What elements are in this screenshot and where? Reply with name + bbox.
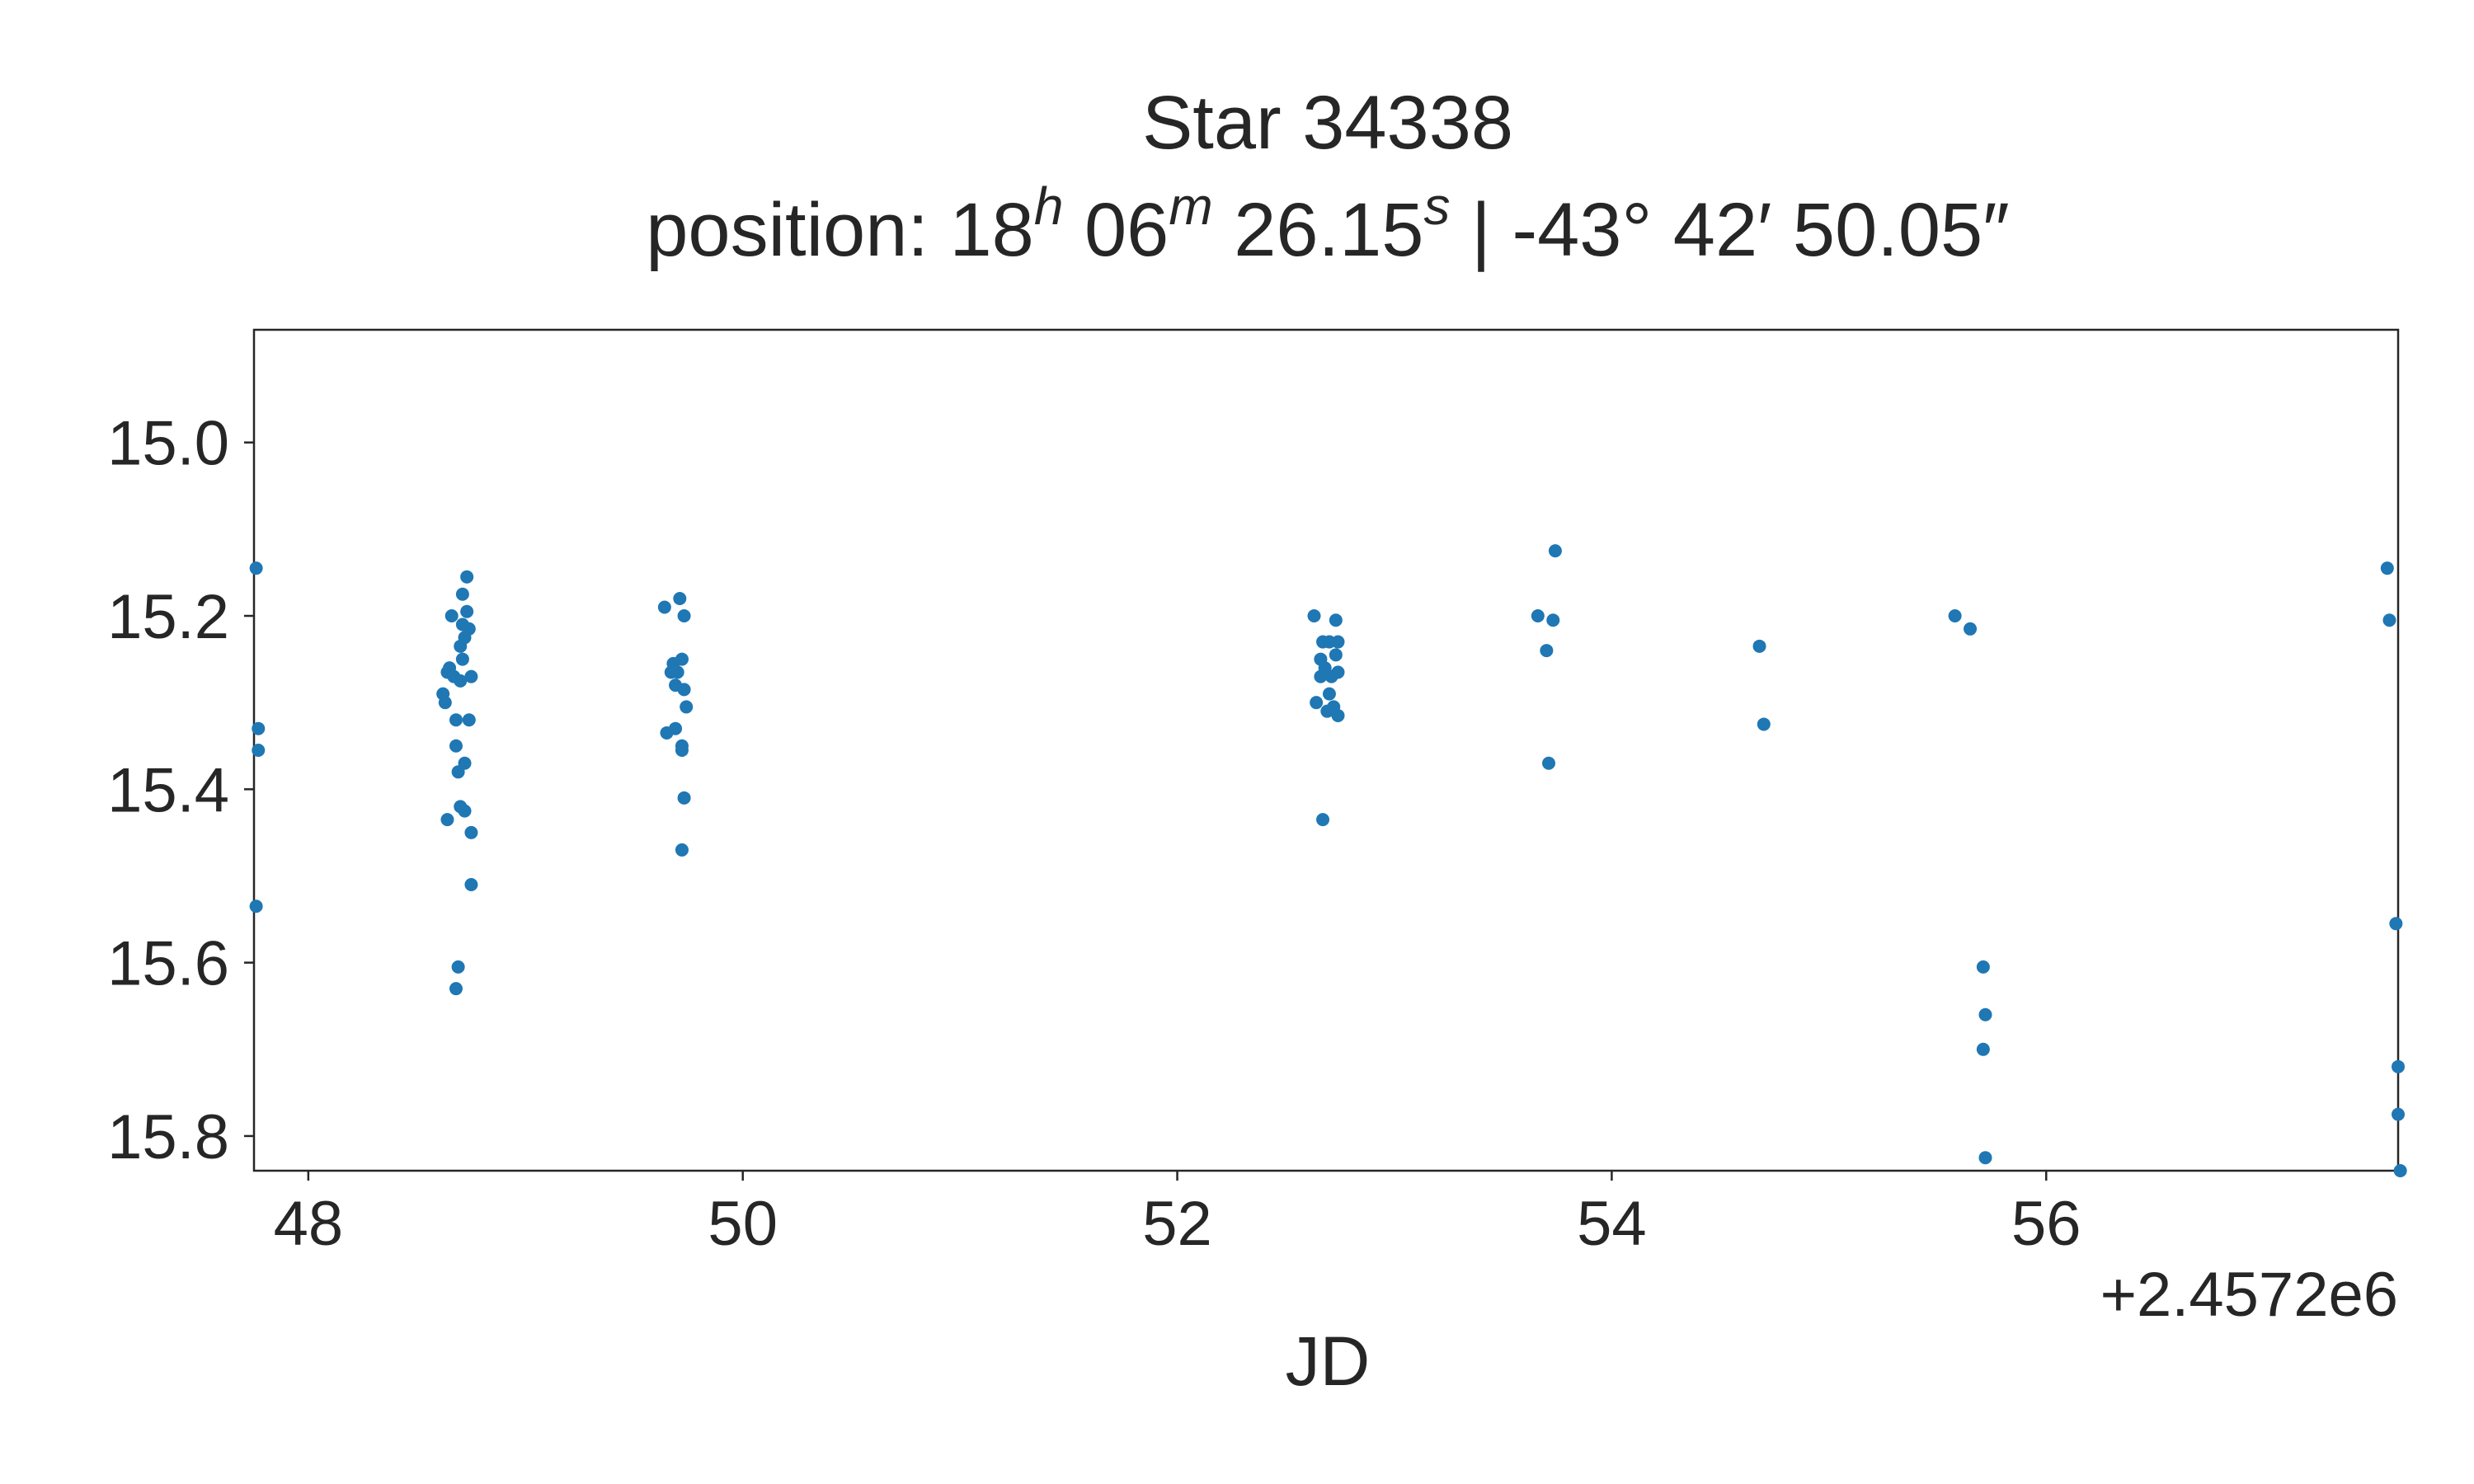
data-point <box>657 600 671 614</box>
data-point <box>2380 561 2394 575</box>
x-offset-label: +2.4572e6 <box>2100 1260 2398 1330</box>
data-point <box>451 960 465 974</box>
data-point <box>464 669 478 683</box>
data-point <box>449 713 463 727</box>
data-point <box>669 721 683 735</box>
data-point <box>1316 813 1330 827</box>
ra-seconds: 26.15 <box>1213 188 1424 272</box>
data-point <box>449 739 463 753</box>
data-point <box>680 700 694 714</box>
data-point <box>1310 696 1324 710</box>
data-point <box>1329 648 1343 662</box>
data-point <box>440 813 454 827</box>
data-point <box>1978 1007 1992 1021</box>
data-point <box>1757 717 1771 731</box>
data-point <box>670 665 684 679</box>
y-tick-label: 15.4 <box>107 755 229 825</box>
x-tick-label: 48 <box>274 1189 344 1259</box>
data-point <box>460 570 474 584</box>
data-point <box>455 652 469 666</box>
data-point <box>454 674 468 688</box>
data-point <box>2392 1059 2405 1073</box>
data-point <box>1948 609 1962 623</box>
data-point <box>1331 708 1345 722</box>
ra-hours: 18 <box>950 188 1034 272</box>
data-point <box>438 696 452 710</box>
ra-seconds-unit: s <box>1423 176 1450 236</box>
y-tick-label: 15.0 <box>107 409 229 479</box>
data-point <box>2393 1164 2407 1177</box>
data-point <box>462 713 476 727</box>
data-point <box>1331 635 1345 649</box>
y-axis: 15.0 15.2 15.4 15.6 15.8 <box>107 409 254 1172</box>
ra-minutes-unit: m <box>1169 176 1212 236</box>
data-point <box>1307 609 1321 623</box>
x-tick-label: 50 <box>708 1189 778 1259</box>
subtitle-prefix: position: <box>646 188 949 272</box>
data-point <box>677 683 691 697</box>
data-point <box>677 791 691 805</box>
ra-hours-unit: h <box>1034 176 1064 236</box>
data-point <box>252 721 266 735</box>
data-point <box>2392 1107 2405 1121</box>
data-point <box>460 604 474 618</box>
data-point <box>677 609 691 623</box>
data-point <box>249 899 263 913</box>
data-point <box>675 652 689 666</box>
x-axis: 48 50 52 54 56 <box>274 1171 2081 1259</box>
declination: | -43° 42′ 50.05″ <box>1450 188 2009 272</box>
data-point <box>675 744 689 757</box>
data-point <box>1329 613 1343 627</box>
data-point <box>1331 665 1345 679</box>
x-tick-label: 52 <box>1142 1189 1212 1259</box>
data-point <box>464 877 478 891</box>
data-point <box>1752 639 1766 653</box>
chart-subtitle: position: 18h 06m 26.15s | -43° 42′ 50.0… <box>646 176 2009 272</box>
data-point <box>1976 960 1990 974</box>
data-point <box>458 756 472 770</box>
y-tick-label: 15.2 <box>107 582 229 652</box>
data-point <box>1531 609 1545 623</box>
data-point <box>458 804 472 818</box>
data-point <box>252 744 266 757</box>
y-tick-label: 15.6 <box>107 929 229 999</box>
data-point <box>1546 613 1560 627</box>
x-tick-label: 56 <box>2011 1189 2081 1259</box>
data-point <box>673 591 687 605</box>
data-point <box>444 609 459 623</box>
data-points <box>249 544 2407 1177</box>
y-tick-label: 15.8 <box>107 1102 229 1172</box>
ra-minutes: 06 <box>1063 188 1169 272</box>
data-point <box>1548 544 1562 558</box>
x-axis-label: JD <box>1286 1322 1371 1400</box>
plot-area <box>252 328 2400 1172</box>
data-point <box>675 843 689 857</box>
data-point <box>1322 687 1336 701</box>
data-point <box>2382 613 2396 627</box>
data-point <box>455 587 469 601</box>
chart-title: Star 34338 <box>1142 81 1513 165</box>
data-point <box>1540 644 1554 658</box>
data-point <box>1542 756 1556 770</box>
data-point <box>2389 917 2403 931</box>
data-point <box>1978 1151 1992 1165</box>
data-point <box>464 825 478 839</box>
data-point <box>1976 1042 1990 1056</box>
data-point <box>462 622 476 636</box>
x-tick-label: 54 <box>1577 1189 1647 1259</box>
data-point <box>249 561 263 575</box>
data-point <box>449 982 463 996</box>
data-point <box>1964 622 1978 636</box>
